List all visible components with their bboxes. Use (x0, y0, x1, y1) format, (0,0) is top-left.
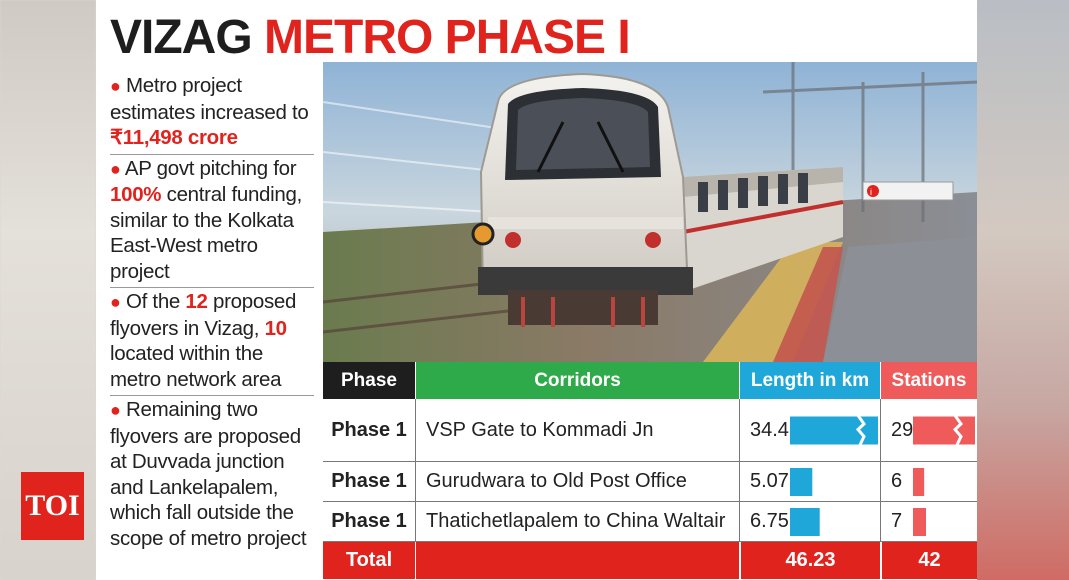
title-part-2: METRO PHASE I (264, 11, 631, 64)
title-part-1: VIZAG (110, 11, 253, 64)
background-right-blur (977, 0, 1069, 580)
length-value: 6.75 (750, 510, 789, 532)
total-length: 46.23 (740, 542, 880, 579)
bullet-text-post: located within the metro network area (110, 342, 282, 391)
bullet-dot-icon: ● (110, 292, 121, 312)
bullet-highlight: 12 (185, 290, 208, 313)
cell-length: 6.75 (740, 502, 881, 542)
stations-value: 7 (891, 510, 903, 532)
table-row: Phase 1 Gurudwara to Old Post Office 5.0… (323, 462, 977, 502)
table-row: Phase 1 VSP Gate to Kommadi Jn 34.4 29 (323, 399, 977, 462)
cell-length: 5.07 (740, 462, 881, 502)
bullet-item-2: ● AP govt pitching for 100% central fund… (110, 155, 314, 288)
bullet-list: ● Metro project estimates increased to ₹… (110, 72, 314, 554)
stations-value: 29 (891, 418, 914, 441)
bullet-text-post: central funding, similar to the Kolkata … (110, 183, 303, 283)
total-corridor-empty (416, 542, 739, 579)
bullet-dot-icon: ● (110, 158, 121, 179)
length-value: 5.07 (750, 470, 789, 492)
cell-phase: Phase 1 (323, 399, 416, 462)
bullet-dot-icon: ● (110, 76, 121, 96)
cell-stations: 6 (881, 462, 977, 502)
header-corridors: Corridors (416, 362, 739, 399)
bullet-dot-icon: ● (110, 400, 121, 420)
station-sign-text: i (870, 187, 872, 197)
bullet-text: Metro project estimates increased to (110, 74, 309, 124)
stations-value: 6 (891, 470, 903, 492)
total-stations: 42 (881, 542, 977, 579)
train-illustration: i (323, 62, 977, 362)
page-title: VIZAG METRO PHASE I (110, 8, 631, 68)
bullet-text: Of the (125, 290, 186, 313)
table-total-row: Total 46.23 42 (323, 542, 977, 579)
cell-stations: 29 (881, 399, 977, 462)
bullet-highlight: ₹11,498 crore (110, 126, 238, 149)
cell-phase: Phase 1 (323, 462, 416, 502)
bullet-item-1: ● Metro project estimates increased to ₹… (110, 72, 314, 155)
header-length: Length in km (740, 362, 880, 399)
metro-train-photo: i (323, 62, 977, 362)
bullet-text: AP govt pitching for (124, 156, 297, 180)
bullet-text: Remaining two flyovers are proposed at D… (110, 398, 307, 550)
bullet-highlight: 100% (110, 183, 162, 206)
length-value: 34.4 (750, 418, 789, 441)
station-sign-icon (867, 185, 879, 197)
cell-length: 34.4 (740, 399, 881, 462)
bullet-highlight-2: 10 (264, 316, 288, 340)
header-stations: Stations (881, 362, 977, 399)
cell-corridor: VSP Gate to Kommadi Jn (416, 399, 740, 462)
toi-logo: TOI (21, 472, 84, 540)
bullet-item-3: ● Of the 12 proposed flyovers in Vizag, … (110, 288, 314, 396)
cell-stations: 7 (881, 502, 977, 542)
bullet-text-mid: proposed flyovers in Vizag, (110, 290, 297, 340)
table-header-row: Phase Corridors Length in km Stations (323, 362, 977, 399)
total-label: Total (323, 542, 415, 579)
cell-phase: Phase 1 (323, 502, 416, 542)
header-phase: Phase (323, 362, 415, 399)
cell-corridor: Gurudwara to Old Post Office (416, 462, 740, 502)
bullet-item-4: ● Remaining two flyovers are proposed at… (110, 396, 314, 554)
table-row: Phase 1 Thatichetlapalem to China Waltai… (323, 502, 977, 542)
cell-corridor: Thatichetlapalem to China Waltair (416, 502, 740, 542)
